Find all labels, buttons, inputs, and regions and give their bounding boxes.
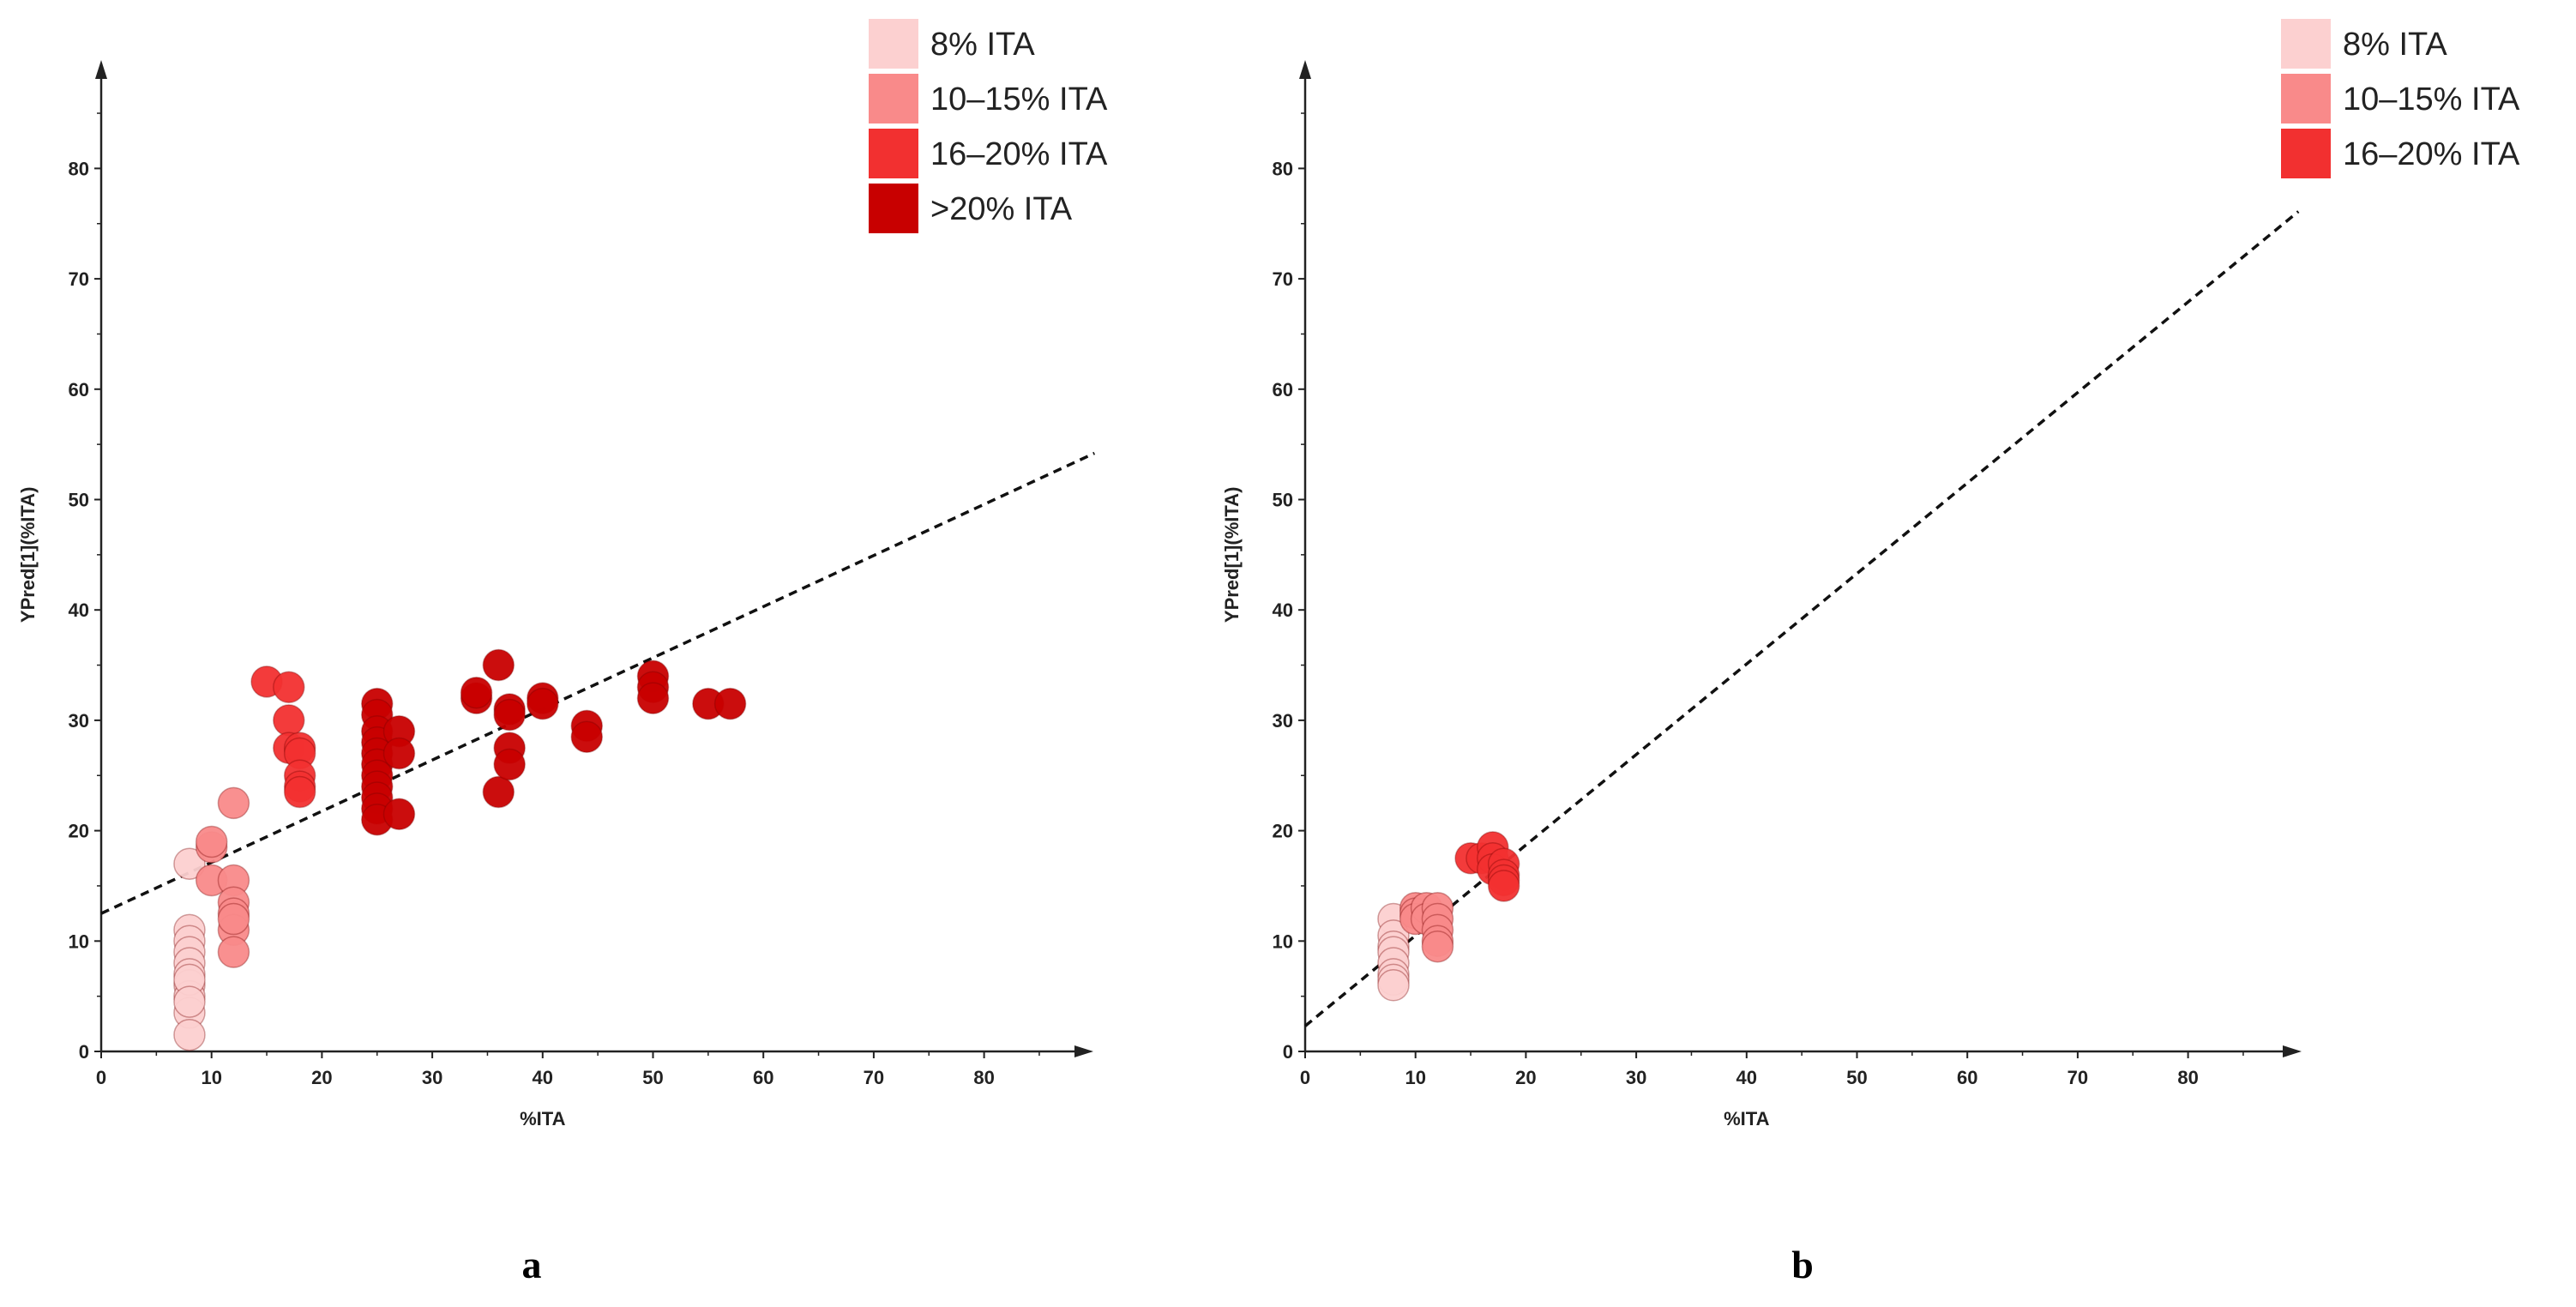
x-tick-label: 30 [422,1067,442,1088]
legend-label: 10–15% ITA [2343,81,2520,117]
x-tick-label: 50 [1846,1067,1867,1088]
series-16-20-ITA [250,666,316,809]
regression-line [1303,210,2300,1027]
x-tick-label: 70 [864,1067,884,1088]
legend-label: 8% ITA [930,27,1035,63]
x-tick-label: 40 [533,1067,553,1088]
data-point [713,687,747,720]
data-point [570,720,604,753]
x-tick-label: 0 [96,1067,106,1088]
legend: 8% ITA 10–15% ITA 16–20% ITA >20% ITA [869,19,1108,233]
data-point [482,648,515,682]
y-tick-label: 10 [69,931,89,952]
x-tick-label: 70 [2067,1067,2088,1088]
data-point [217,786,250,820]
x-axis-arrow [1074,1045,1093,1057]
series-16-20-ITA [1454,831,1520,902]
data-point [173,847,206,880]
y-tick-label: 0 [79,1041,89,1063]
legend-swatch [2281,129,2331,178]
y-axis-title: YPred[1](%ITA) [17,487,39,623]
data-point [283,775,316,809]
x-tick-label: 20 [311,1067,332,1088]
y-tick-label: 30 [69,710,89,732]
data-point [1421,930,1454,963]
x-tick-label: 60 [753,1067,773,1088]
data-point [460,676,493,709]
data-point [1487,870,1520,902]
y-tick-label: 0 [1283,1041,1293,1063]
legend-label: 10–15% ITA [930,81,1108,117]
data-point [493,748,526,781]
x-axis-title: %ITA [1724,1108,1769,1129]
data-point [217,902,250,936]
legend-label: >20% ITA [930,191,1073,227]
y-tick-label: 40 [69,599,89,621]
x-tick-label: 80 [973,1067,994,1088]
x-tick-label: 50 [642,1067,663,1088]
series-10-15-ITA [195,786,250,968]
legend-label: 8% ITA [2343,27,2447,63]
legend-swatch [2281,74,2331,123]
y-tick-label: 60 [1273,379,1293,401]
x-tick-label: 0 [1300,1067,1310,1088]
data-point [382,798,416,831]
series-20-ITA [361,648,747,836]
data-point [382,737,416,770]
panel-label: b [1791,1243,1814,1286]
x-tick-label: 30 [1626,1067,1646,1088]
data-point [173,1018,206,1051]
series-8-ITA [173,847,206,1051]
data-point [482,775,515,809]
y-tick-label: 80 [69,158,89,179]
legend-label: 16–20% ITA [930,136,1108,172]
data-point [527,687,559,720]
y-axis-arrow [95,60,107,79]
legend-swatch [869,19,918,69]
legend-label: 16–20% ITA [2343,136,2520,172]
data-point [195,825,228,858]
y-tick-label: 10 [1273,931,1293,952]
y-tick-label: 40 [1273,599,1293,621]
x-tick-label: 10 [201,1067,221,1088]
y-tick-label: 30 [1273,710,1293,732]
y-tick-label: 80 [1273,158,1293,179]
x-axis-arrow [2283,1045,2302,1057]
series-10-15-ITA [1399,891,1454,963]
legend: 8% ITA 10–15% ITA 16–20% ITA [2281,19,2520,178]
y-tick-label: 60 [69,379,89,401]
data-point [173,985,206,1018]
x-tick-label: 60 [1957,1067,1977,1088]
x-tick-label: 10 [1405,1067,1425,1088]
regression-line [100,451,1096,915]
data-point [493,698,526,732]
y-tick-label: 20 [69,821,89,842]
data-point [273,704,305,737]
legend-swatch [869,74,918,123]
panel-label: a [522,1243,542,1286]
legend-swatch [2281,19,2331,69]
y-axis-title: YPred[1](%ITA) [1221,487,1243,623]
y-tick-label: 70 [1273,268,1293,290]
x-tick-label: 40 [1736,1067,1757,1088]
data-point [217,936,250,968]
y-tick-label: 20 [1273,821,1293,842]
x-tick-label: 80 [2177,1067,2198,1088]
x-axis-title: %ITA [520,1108,565,1129]
y-tick-label: 50 [1273,490,1293,511]
chart-panel-a: 0 10 20 30 40 50 60 70 80 0 10 20 30 40 50 60 70 80 %ITA YP… [17,19,1108,1286]
data-point [1377,969,1410,1002]
x-tick-label: 20 [1515,1067,1536,1088]
y-tick-label: 70 [69,268,89,290]
data-point [273,671,305,704]
data-point [636,682,670,714]
series-8-ITA [1377,902,1410,1002]
legend-swatch [869,184,918,233]
chart-panel-b: 0 10 20 30 40 50 60 70 80 0 10 20 30 40 50 60 70 80 %ITA YP… [1221,19,2520,1286]
y-axis-arrow [1299,60,1311,79]
y-tick-label: 50 [69,490,89,511]
legend-swatch [869,129,918,178]
